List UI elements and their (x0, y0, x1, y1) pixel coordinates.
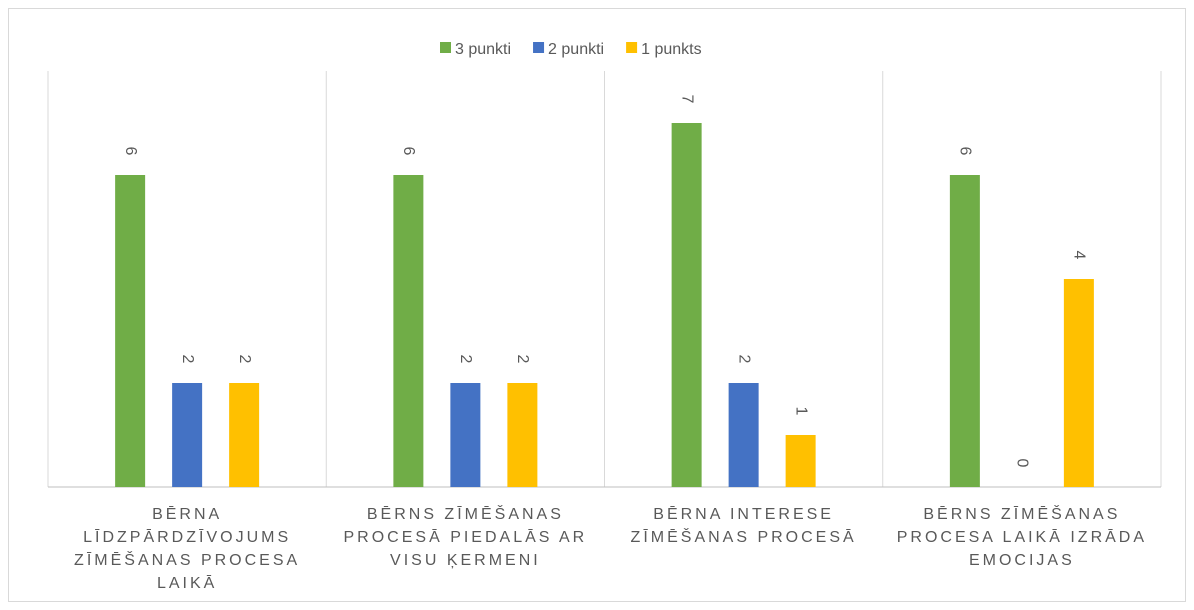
value-label: 4 (1071, 251, 1088, 260)
legend-label: 3 punkti (455, 41, 511, 58)
legend-swatch (626, 42, 638, 53)
legend-label: 1 punkts (641, 41, 701, 58)
bar (671, 123, 702, 487)
value-label: 2 (236, 355, 253, 364)
bar (1063, 279, 1094, 487)
value-label: 6 (400, 147, 417, 156)
chart-border (8, 8, 1186, 602)
legend-label: 2 punkti (548, 41, 604, 58)
value-label: 6 (957, 147, 974, 156)
bar (728, 383, 759, 487)
x-tick-label: BĒRNA LĪDZPĀRDZĪVOJUMS ZĪMĒŠANAS PROCESA… (74, 506, 301, 592)
value-label: 6 (122, 147, 139, 156)
bar (450, 383, 481, 487)
x-tick-label: BĒRNS ZĪMĒŠANAS PROCESĀ PIEDALĀS AR VISU… (343, 506, 588, 569)
x-tick-label: BĒRNS ZĪMĒŠANAS PROCESA LAIKĀ IZRĀDA EMO… (896, 506, 1148, 569)
legend-swatch (440, 42, 451, 53)
bar (785, 435, 816, 487)
bar (115, 175, 146, 487)
legend-swatch (533, 42, 545, 53)
bar (172, 383, 203, 487)
bar (949, 175, 980, 487)
value-label: 7 (678, 95, 695, 104)
bar (507, 383, 538, 487)
value-label: 0 (1014, 459, 1031, 468)
value-label: 2 (457, 355, 474, 364)
bar (393, 175, 424, 487)
value-label: 1 (792, 407, 809, 416)
value-label: 2 (179, 355, 196, 364)
bar (229, 383, 260, 487)
x-tick-label: BĒRNA INTERESE ZĪMĒŠANAS PROCESĀ (630, 506, 857, 546)
value-label: 2 (735, 355, 752, 364)
value-label: 2 (514, 355, 531, 364)
